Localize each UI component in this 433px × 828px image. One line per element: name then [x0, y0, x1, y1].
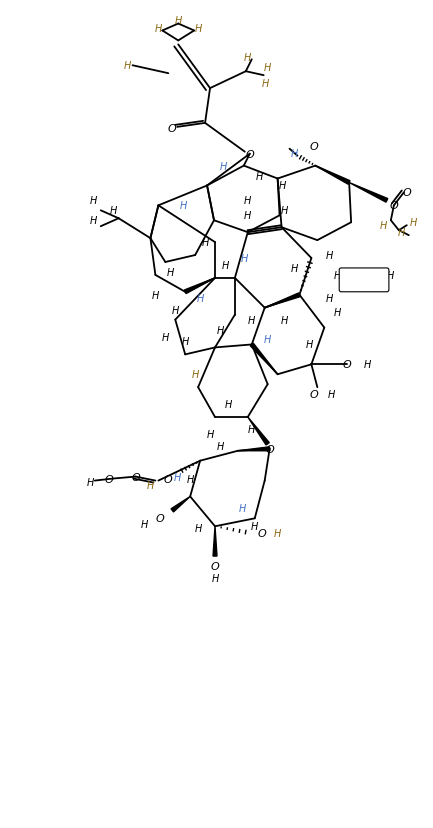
Text: H: H: [291, 263, 298, 273]
Text: H: H: [147, 480, 154, 490]
Text: H: H: [387, 271, 394, 281]
Text: H: H: [90, 216, 97, 226]
Text: O: O: [265, 445, 274, 455]
Text: H: H: [124, 61, 131, 71]
Text: H: H: [216, 441, 224, 451]
Text: H: H: [291, 148, 298, 158]
Text: H: H: [333, 307, 341, 317]
Text: H: H: [274, 528, 281, 538]
Text: H: H: [155, 25, 162, 35]
Text: H: H: [174, 16, 182, 26]
Text: H: H: [279, 181, 286, 191]
Text: H: H: [239, 503, 246, 513]
Text: H: H: [264, 63, 271, 73]
Text: H: H: [262, 79, 269, 89]
Text: H: H: [328, 390, 335, 400]
Text: O: O: [104, 474, 113, 484]
Text: O: O: [210, 561, 220, 571]
Text: O: O: [164, 474, 173, 484]
Text: H: H: [398, 228, 405, 238]
Text: H: H: [211, 573, 219, 583]
Text: H: H: [333, 271, 341, 281]
Text: O: O: [246, 150, 254, 160]
Text: O: O: [168, 123, 177, 133]
Text: O: O: [310, 142, 319, 152]
Text: H: H: [281, 315, 288, 325]
Text: H: H: [174, 472, 181, 482]
Text: H: H: [216, 325, 224, 335]
Text: H: H: [87, 477, 94, 487]
Polygon shape: [315, 166, 350, 185]
Text: Abs: Abs: [355, 276, 373, 286]
Text: H: H: [248, 315, 255, 325]
Polygon shape: [265, 294, 300, 308]
Polygon shape: [213, 527, 217, 556]
Text: O: O: [310, 390, 319, 400]
Text: H: H: [248, 425, 255, 435]
Text: H: H: [187, 474, 194, 484]
Text: H: H: [167, 267, 174, 277]
Text: O: O: [131, 472, 140, 482]
Text: H: H: [326, 293, 333, 303]
Text: H: H: [244, 211, 252, 221]
Polygon shape: [238, 447, 270, 451]
Text: H: H: [90, 196, 97, 206]
Text: H: H: [256, 171, 263, 181]
Text: H: H: [181, 337, 189, 347]
Text: H: H: [251, 522, 259, 532]
Text: H: H: [363, 360, 371, 370]
Text: H: H: [110, 206, 117, 216]
Text: O: O: [402, 188, 411, 198]
Text: H: H: [264, 335, 271, 345]
Polygon shape: [250, 344, 278, 375]
Text: H: H: [281, 206, 288, 216]
Text: H: H: [180, 201, 187, 211]
Text: H: H: [410, 218, 417, 228]
Polygon shape: [171, 497, 190, 513]
Text: H: H: [194, 25, 202, 35]
Polygon shape: [248, 417, 269, 445]
Text: H: H: [171, 306, 179, 315]
Text: O: O: [343, 360, 352, 370]
Text: H: H: [201, 238, 209, 248]
Polygon shape: [349, 183, 388, 203]
FancyBboxPatch shape: [339, 268, 389, 292]
Text: H: H: [380, 221, 388, 231]
Text: O: O: [389, 201, 398, 211]
Text: H: H: [244, 53, 252, 63]
Text: H: H: [152, 291, 159, 301]
Polygon shape: [184, 278, 215, 294]
Text: H: H: [219, 161, 226, 171]
Text: H: H: [244, 196, 252, 206]
Text: H: H: [221, 261, 229, 271]
Text: H: H: [194, 523, 202, 533]
Text: H: H: [326, 251, 333, 261]
Text: O: O: [156, 513, 165, 523]
Text: H: H: [207, 430, 214, 440]
Text: H: H: [224, 400, 232, 410]
Text: O: O: [257, 528, 266, 538]
Text: H: H: [241, 253, 249, 263]
Text: H: H: [162, 333, 169, 343]
Text: H: H: [306, 340, 313, 350]
Text: H: H: [197, 293, 204, 303]
Text: H: H: [191, 370, 199, 380]
Text: H: H: [141, 520, 148, 530]
